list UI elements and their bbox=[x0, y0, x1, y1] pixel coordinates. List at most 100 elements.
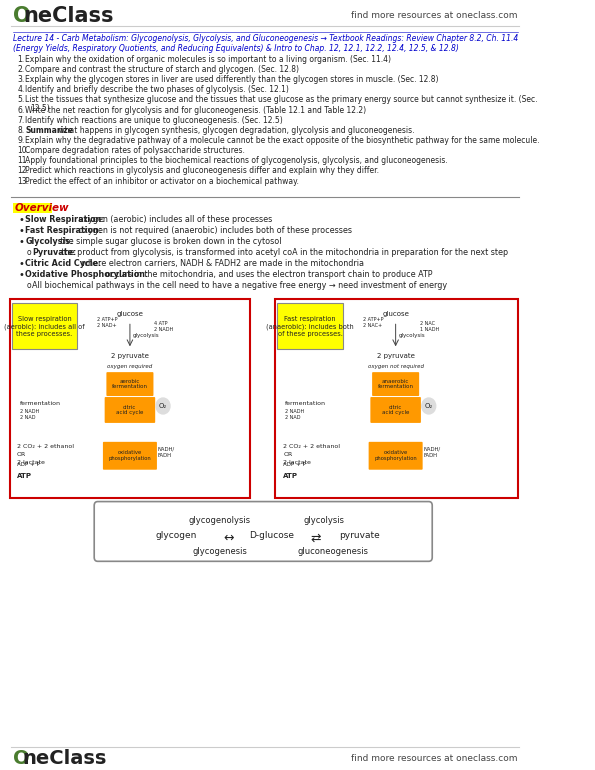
Text: Slow Respiration:: Slow Respiration: bbox=[26, 216, 105, 224]
Text: Lecture 14 - Carb Metabolism: Glycogenolysis, Glycolysis, and Gluconeogenesis → : Lecture 14 - Carb Metabolism: Glycogenol… bbox=[13, 34, 518, 43]
Text: (Energy Yields, Respiratory Quotients, and Reducing Equivalents) & Intro to Chap: (Energy Yields, Respiratory Quotients, a… bbox=[13, 44, 459, 53]
Text: OR: OR bbox=[17, 452, 26, 457]
Text: glucose: glucose bbox=[382, 311, 409, 317]
Text: •: • bbox=[18, 259, 24, 269]
Text: glycogenolysis: glycogenolysis bbox=[189, 515, 250, 524]
Text: NADH/: NADH/ bbox=[424, 447, 441, 451]
Text: 2 CO₂ + 2 ethanol: 2 CO₂ + 2 ethanol bbox=[17, 444, 74, 449]
Text: FADH: FADH bbox=[424, 454, 437, 458]
Text: glycogen: glycogen bbox=[155, 531, 197, 541]
Text: glycolysis: glycolysis bbox=[303, 515, 345, 524]
Text: the simple sugar glucose is broken down in the cytosol: the simple sugar glucose is broken down … bbox=[58, 237, 281, 246]
Text: Apply foundational principles to the biochemical reactions of glycogenolysis, gl: Apply foundational principles to the bio… bbox=[26, 156, 448, 166]
Text: Glycolysis:: Glycolysis: bbox=[26, 237, 74, 246]
FancyBboxPatch shape bbox=[103, 442, 157, 470]
Text: Explain why the degradative pathway of a molecule cannot be the exact opposite o: Explain why the degradative pathway of a… bbox=[26, 136, 540, 145]
Text: find more resources at oneclass.com: find more resources at oneclass.com bbox=[351, 754, 518, 763]
Text: o: o bbox=[26, 281, 31, 290]
Text: occurs in the mitochondria, and uses the electron transport chain to produce ATP: occurs in the mitochondria, and uses the… bbox=[103, 270, 433, 279]
Text: 4 ATP: 4 ATP bbox=[154, 321, 168, 326]
Text: 3.: 3. bbox=[17, 75, 25, 84]
Text: Overview: Overview bbox=[15, 203, 70, 213]
Text: Explain why the oxidation of organic molecules is so important to a living organ: Explain why the oxidation of organic mol… bbox=[26, 55, 392, 64]
Text: Fast respiration
(anaerobic): includes both
of these processes.: Fast respiration (anaerobic): includes b… bbox=[267, 316, 354, 336]
Text: O: O bbox=[13, 6, 31, 26]
Text: •: • bbox=[18, 270, 24, 280]
Text: oxygen required: oxygen required bbox=[107, 364, 152, 369]
Text: what happens in glycogen synthesis, glycogen degradation, glycolysis and glucone: what happens in glycogen synthesis, glyc… bbox=[56, 126, 414, 135]
Text: oxidative
phosphorylation: oxidative phosphorylation bbox=[108, 450, 151, 461]
Text: O: O bbox=[13, 749, 30, 768]
Text: Explain why the glycogen stores in liver are used differently than the glycogen : Explain why the glycogen stores in liver… bbox=[26, 75, 439, 84]
Text: 1.: 1. bbox=[17, 55, 24, 64]
FancyBboxPatch shape bbox=[369, 442, 422, 470]
Text: Predict the effect of an inhibitor or activator on a biochemical pathway.: Predict the effect of an inhibitor or ac… bbox=[26, 176, 299, 186]
Text: 2 NAD: 2 NAD bbox=[20, 415, 36, 420]
Text: Summarize: Summarize bbox=[26, 126, 73, 135]
Text: 2 ATP+P: 2 ATP+P bbox=[97, 317, 117, 323]
Text: 2 NADH: 2 NADH bbox=[154, 327, 174, 333]
FancyBboxPatch shape bbox=[107, 372, 154, 396]
Text: Compare and contrast the structure of starch and glycogen. (Sec. 12.8): Compare and contrast the structure of st… bbox=[26, 65, 299, 74]
Text: Citric Acid Cycle:: Citric Acid Cycle: bbox=[26, 259, 102, 268]
Text: ATP: ATP bbox=[283, 473, 298, 479]
Text: 2 NAD: 2 NAD bbox=[285, 415, 300, 420]
Text: List the tissues that synthesize glucose and the tissues that use glucose as the: List the tissues that synthesize glucose… bbox=[26, 95, 538, 105]
Text: ADP + P: ADP + P bbox=[283, 462, 306, 467]
Text: Slow respiration
(aerobic): includes all of
these processes.: Slow respiration (aerobic): includes all… bbox=[4, 316, 85, 336]
FancyBboxPatch shape bbox=[10, 300, 250, 497]
Text: 2 NAC: 2 NAC bbox=[420, 321, 435, 326]
Text: ADP + P: ADP + P bbox=[17, 462, 39, 467]
Text: O₂: O₂ bbox=[159, 403, 167, 409]
Text: aerobic
fermentation: aerobic fermentation bbox=[112, 379, 148, 390]
Text: glycolysis: glycolysis bbox=[133, 333, 159, 338]
FancyBboxPatch shape bbox=[370, 397, 421, 423]
Text: 6.: 6. bbox=[17, 105, 25, 115]
FancyBboxPatch shape bbox=[274, 300, 518, 497]
Text: neClass: neClass bbox=[22, 749, 107, 768]
Text: ATP: ATP bbox=[17, 473, 32, 479]
Text: 4.: 4. bbox=[17, 85, 25, 94]
Text: FADH: FADH bbox=[158, 454, 172, 458]
Text: Predict which reactions in glycolysis and gluconeogenesis differ and explain why: Predict which reactions in glycolysis an… bbox=[26, 166, 380, 176]
Text: Write the net reaction for glycolysis and for gluconeogenesis. (Table 12.1 and T: Write the net reaction for glycolysis an… bbox=[26, 105, 367, 115]
Text: 2 NAC+: 2 NAC+ bbox=[362, 323, 381, 328]
Text: 12.: 12. bbox=[17, 166, 29, 176]
Text: 5.: 5. bbox=[17, 95, 25, 105]
FancyBboxPatch shape bbox=[277, 303, 343, 350]
Text: o: o bbox=[26, 248, 31, 257]
Text: •: • bbox=[18, 226, 24, 236]
Text: O₂: O₂ bbox=[425, 403, 433, 409]
Text: 2 NADH: 2 NADH bbox=[20, 409, 39, 414]
Text: •: • bbox=[18, 236, 24, 246]
Text: 8.: 8. bbox=[17, 126, 24, 135]
Text: pyruvate: pyruvate bbox=[339, 531, 380, 541]
Text: the product from glycolysis, is transformed into acetyl coA in the mitochondria : the product from glycolysis, is transfor… bbox=[59, 248, 508, 257]
Text: 2 ATP+P: 2 ATP+P bbox=[362, 317, 383, 323]
Text: 7.: 7. bbox=[17, 116, 25, 125]
Text: glycolysis: glycolysis bbox=[398, 333, 425, 338]
Text: anaerobic
fermentation: anaerobic fermentation bbox=[378, 379, 414, 390]
Text: citric
acid cycle: citric acid cycle bbox=[116, 404, 143, 415]
Text: fermentation: fermentation bbox=[285, 401, 326, 406]
Text: Pyruvate:: Pyruvate: bbox=[32, 248, 77, 257]
FancyBboxPatch shape bbox=[94, 501, 432, 561]
Text: find more resources at oneclass.com: find more resources at oneclass.com bbox=[351, 12, 518, 21]
Text: citric
acid cycle: citric acid cycle bbox=[382, 404, 409, 415]
FancyBboxPatch shape bbox=[105, 397, 155, 423]
Text: oxidative
phosphorylation: oxidative phosphorylation bbox=[374, 450, 417, 461]
Circle shape bbox=[422, 398, 436, 414]
Text: 9.: 9. bbox=[17, 136, 25, 145]
Text: ↔: ↔ bbox=[223, 531, 234, 544]
FancyBboxPatch shape bbox=[12, 303, 77, 350]
Text: Identify and briefly describe the two phases of glycolysis. (Sec. 12.1): Identify and briefly describe the two ph… bbox=[26, 85, 289, 94]
Text: glucose: glucose bbox=[117, 311, 143, 317]
Text: ⇄: ⇄ bbox=[310, 531, 321, 544]
Text: oxygen not required: oxygen not required bbox=[368, 364, 424, 369]
Text: neClass: neClass bbox=[23, 6, 113, 26]
Text: 2 pyruvate: 2 pyruvate bbox=[111, 353, 149, 360]
Text: Identify which reactions are unique to gluconeogenesis. (Sec. 12.5): Identify which reactions are unique to g… bbox=[26, 116, 283, 125]
Text: gluconeogenesis: gluconeogenesis bbox=[298, 547, 368, 557]
Text: 2.: 2. bbox=[17, 65, 24, 74]
Text: 2 CO₂ + 2 ethanol: 2 CO₂ + 2 ethanol bbox=[283, 444, 340, 449]
